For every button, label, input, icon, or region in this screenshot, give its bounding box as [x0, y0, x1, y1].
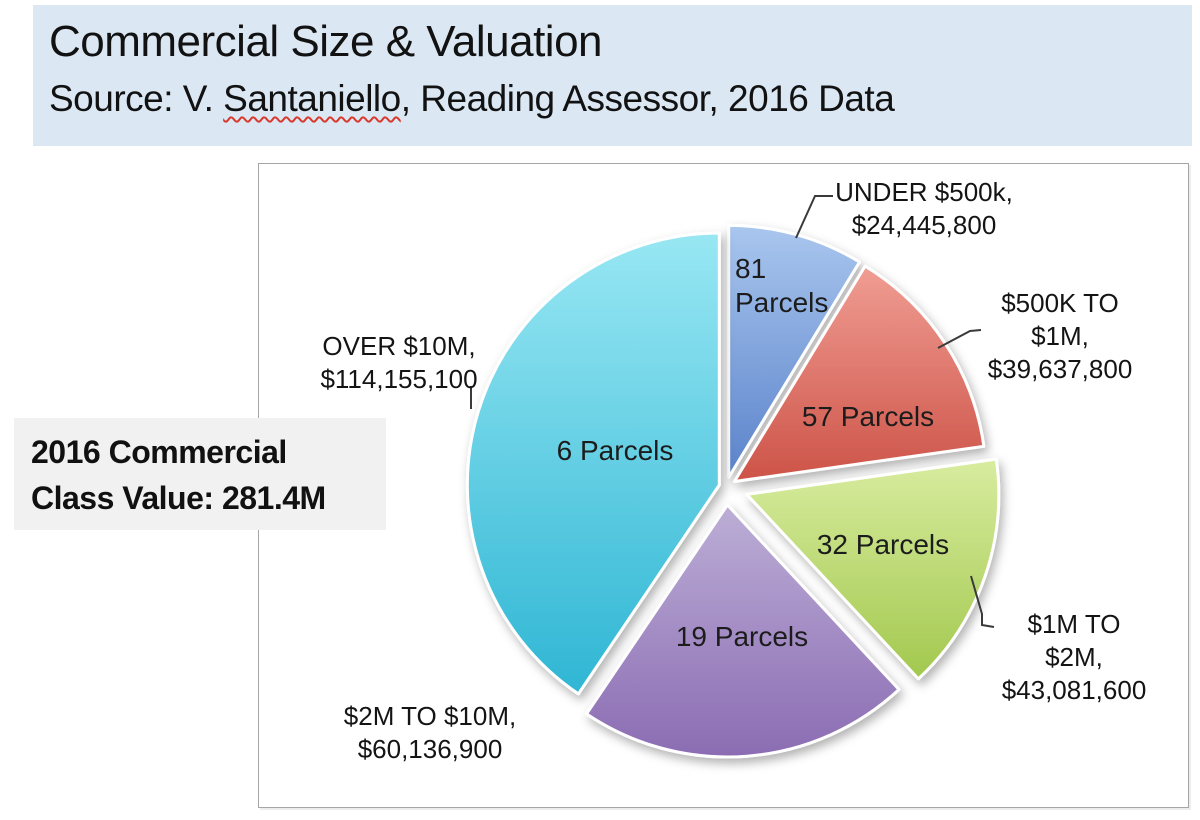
- source-prefix: Source: V.: [49, 78, 224, 119]
- slide-subtitle: Source: V. Santaniello, Reading Assessor…: [49, 71, 1192, 127]
- slice-callout-label-3: $1M TO $2M, $43,081,600: [1001, 609, 1147, 705]
- slice-count-label-1: 81 Parcels: [735, 253, 829, 318]
- pie-slice-3: [745, 457, 1001, 681]
- leader-line-2: [937, 329, 982, 349]
- leader-line-1: [795, 195, 833, 239]
- slice-callout-label-4: $2M TO $10M, $60,136,900: [343, 701, 517, 764]
- pie-slice-4: [585, 503, 901, 759]
- slice-count-label-3: 32 Parcels: [816, 529, 950, 560]
- pie-slice-2: [732, 264, 986, 483]
- info-box: 2016 Commercial Class Value: 281.4M: [14, 418, 386, 530]
- slice-callout-label-2: $500K TO $1M, $39,637,800: [987, 288, 1133, 384]
- slice-count-label-2: 57 Parcels: [801, 401, 935, 432]
- slide-header: Commercial Size & Valuation Source: V. S…: [33, 5, 1192, 146]
- source-suffix: , Reading Assessor, 2016 Data: [400, 78, 895, 119]
- info-line-1: 2016 Commercial: [31, 434, 287, 470]
- slice-callout-label-1: UNDER $500k, $24,445,800: [835, 177, 1013, 240]
- misspelled-word: Santaniello: [223, 78, 401, 119]
- info-line-2: Class Value: 281.4M: [31, 480, 326, 516]
- slice-callout-label-5: OVER $10M, $114,155,100: [320, 331, 478, 394]
- slide-title: Commercial Size & Valuation: [49, 17, 603, 66]
- slice-count-label-4: 19 Parcels: [675, 621, 809, 652]
- pie-slice-5: [465, 231, 721, 696]
- leader-line-3: [970, 575, 995, 628]
- slice-count-label-5: 6 Parcels: [556, 435, 674, 466]
